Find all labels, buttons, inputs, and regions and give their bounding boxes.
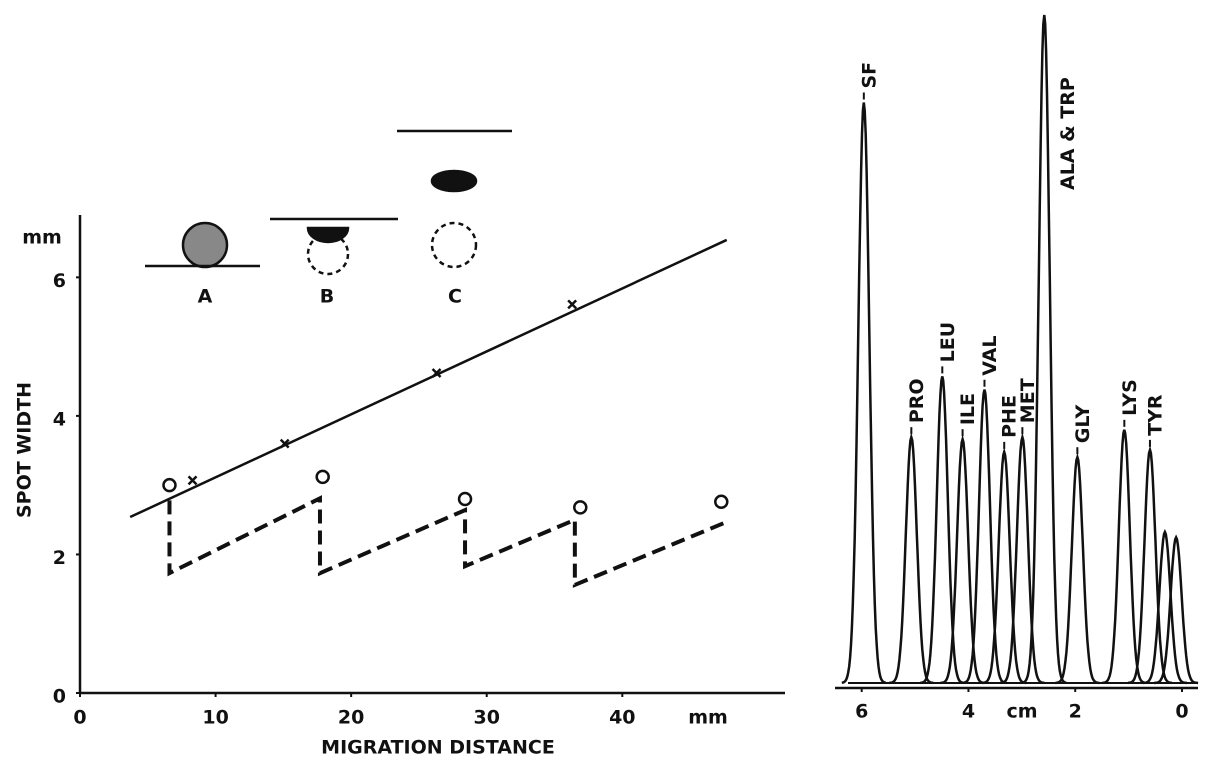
peak-label: PHE — [999, 395, 1021, 438]
peak-label: MET — [1017, 378, 1039, 423]
peak — [940, 434, 985, 685]
peak-label: GLY — [1072, 404, 1094, 443]
x-tick-label: 0 — [73, 707, 86, 729]
cross-point — [567, 299, 578, 310]
y-tick-label: 2 — [53, 547, 66, 569]
peak — [889, 432, 934, 685]
peak — [920, 376, 965, 685]
x-tick-label: 10 — [202, 707, 228, 729]
peak-label: VAL — [979, 336, 1001, 376]
peak — [1000, 432, 1045, 685]
x-tick-label: 4 — [962, 701, 975, 723]
x-unit: mm — [688, 707, 728, 729]
spot-c — [430, 169, 478, 193]
peak-label: SF — [858, 62, 880, 89]
peak-label: ILE — [957, 393, 979, 425]
circle-point — [573, 500, 588, 515]
peak-label: PRO — [906, 378, 928, 423]
y-unit: mm — [22, 227, 62, 249]
x-tick-label: 40 — [609, 707, 635, 729]
circle-point — [315, 469, 330, 485]
peak — [1142, 528, 1187, 685]
peak-label: TYR — [1144, 394, 1166, 436]
inset-label: B — [320, 286, 334, 308]
peak — [1127, 445, 1173, 685]
peak — [1055, 452, 1100, 685]
peak — [1102, 429, 1147, 685]
y-axis-label: SPOT WIDTH — [14, 382, 36, 518]
inset-diagrams — [145, 129, 512, 276]
y-tick-label: 4 — [53, 408, 66, 430]
x-tick-label: 0 — [1175, 701, 1188, 723]
cross-point — [187, 475, 198, 486]
x-tick-label: 30 — [474, 707, 500, 729]
peak-label: LEU — [937, 322, 959, 363]
peak — [1022, 14, 1067, 685]
inset-label: A — [198, 286, 213, 308]
y-tick-label: 6 — [53, 270, 66, 292]
x-tick-label: 6 — [855, 701, 868, 723]
inset-label: C — [448, 286, 462, 308]
peak-label: LYS — [1119, 379, 1141, 416]
peak — [1153, 534, 1199, 685]
peak — [962, 389, 1007, 685]
peak — [982, 447, 1027, 685]
circle-point — [162, 477, 177, 493]
y-tick-label: 0 — [53, 686, 66, 708]
spot-a — [181, 221, 229, 269]
x-tick-label: 20 — [338, 707, 364, 729]
peak-label: ALA & TRP — [1057, 77, 1079, 190]
sawtooth-line — [167, 495, 728, 588]
circle-point — [714, 494, 729, 510]
x-unit: cm — [1006, 701, 1037, 723]
spot-b — [306, 226, 350, 244]
spot-c-outline — [430, 221, 478, 269]
x-axis-label: MIGRATION DISTANCE — [321, 737, 555, 759]
fit-line — [129, 238, 728, 519]
circle-point — [457, 491, 473, 507]
x-tick-label: 2 — [1069, 701, 1082, 723]
peak — [841, 102, 887, 685]
